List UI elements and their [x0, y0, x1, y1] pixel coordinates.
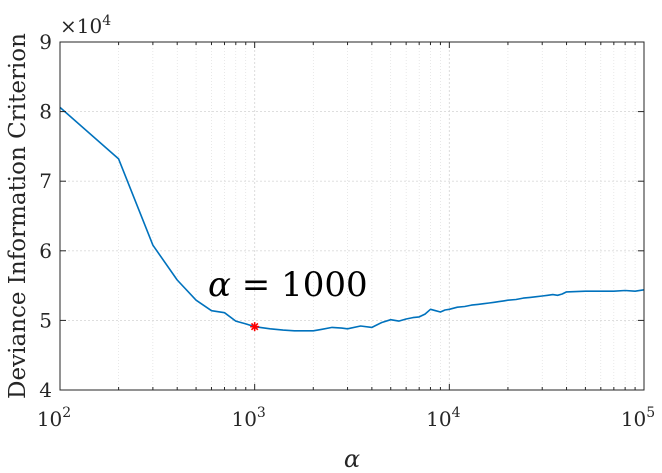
x-tick-label: 105 [621, 405, 655, 431]
y-tick-label: 4 [39, 378, 52, 402]
x-tick-label: 104 [426, 405, 460, 431]
y-tick-label: 6 [39, 239, 52, 263]
alpha-annotation: α = 1000 [208, 265, 368, 305]
x-tick-label: 102 [37, 405, 71, 431]
grid [60, 42, 644, 390]
y-tick-label: 7 [39, 169, 52, 193]
y-tick-label: 8 [39, 100, 52, 124]
marker-stroke [250, 322, 259, 331]
plot-frame [59, 41, 645, 391]
ticks [60, 41, 644, 391]
y-tick-label: 9 [39, 30, 52, 54]
optimum-marker [250, 322, 260, 332]
x-axis-label: α [344, 445, 360, 473]
series-group [59, 106, 645, 332]
y-multiplier-label: ×104 [60, 13, 111, 38]
y-tick-label: 5 [39, 308, 52, 332]
series-line [59, 106, 645, 332]
tick-labels: 4 5 6 7 8 9 102 103 104 105 [37, 30, 655, 431]
y-axis-label: Deviance Information Criterion [5, 33, 31, 399]
x-tick-label: 103 [231, 405, 265, 431]
